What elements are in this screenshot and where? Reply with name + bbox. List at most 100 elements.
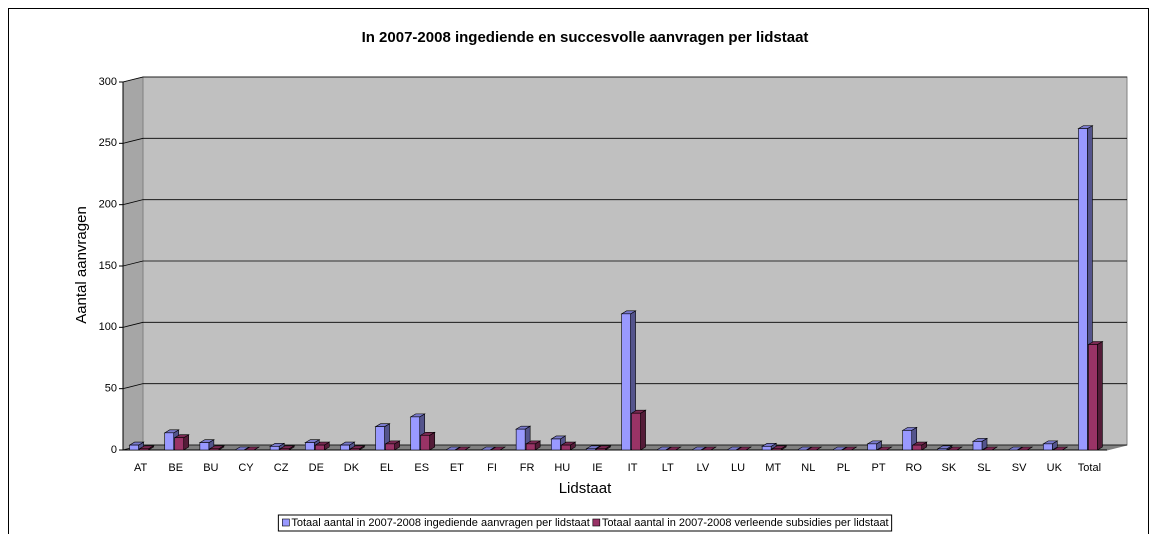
bar bbox=[139, 448, 149, 451]
bar-top bbox=[489, 446, 507, 451]
bar bbox=[550, 438, 561, 451]
bar bbox=[164, 432, 175, 451]
bar-top bbox=[876, 446, 893, 451]
x-axis-title: Lidstaat bbox=[559, 480, 612, 497]
y-tick-label: 0 bbox=[111, 444, 117, 456]
x-tick-label: MT bbox=[765, 462, 781, 474]
bar bbox=[340, 444, 350, 451]
x-tick-label: FI bbox=[487, 462, 497, 474]
x-tick-label: BU bbox=[203, 462, 218, 474]
x-tick-label: PT bbox=[872, 462, 886, 474]
x-tick-label: PL bbox=[837, 462, 850, 474]
bar-top bbox=[665, 446, 682, 451]
grid-line bbox=[122, 137, 1127, 144]
x-tick-label: LT bbox=[662, 462, 674, 474]
bar-top bbox=[454, 446, 471, 451]
x-tick-label: SK bbox=[942, 462, 957, 474]
legend-swatch bbox=[282, 518, 290, 527]
bar bbox=[867, 443, 877, 451]
legend-swatch bbox=[592, 518, 601, 527]
bar-top bbox=[725, 446, 743, 451]
x-tick-label: SV bbox=[1012, 462, 1027, 474]
bar bbox=[1042, 443, 1053, 451]
bar bbox=[410, 416, 421, 451]
x-tick-label: CZ bbox=[274, 462, 289, 474]
bar-top bbox=[831, 446, 848, 451]
x-tick-label: DK bbox=[344, 462, 360, 474]
bar-top bbox=[981, 446, 999, 451]
bar bbox=[515, 428, 526, 451]
bar bbox=[279, 448, 290, 451]
legend-label: Totaal aantal in 2007-2008 verleende sub… bbox=[602, 517, 889, 529]
legend: Totaal aantal in 2007-2008 ingediende aa… bbox=[277, 514, 893, 532]
bar bbox=[350, 448, 360, 451]
bar-top bbox=[1052, 446, 1069, 451]
bar bbox=[304, 442, 315, 451]
bar bbox=[174, 437, 185, 451]
chart-title: In 2007-2008 ingediende en succesvolle a… bbox=[362, 29, 809, 46]
y-tick-label: 50 bbox=[105, 383, 117, 395]
x-tick-label: NL bbox=[801, 462, 815, 474]
bar bbox=[314, 444, 325, 451]
bar bbox=[375, 426, 385, 451]
bar bbox=[199, 442, 210, 451]
x-tick-label: IE bbox=[592, 462, 602, 474]
bar bbox=[937, 448, 948, 451]
bar-top bbox=[700, 446, 717, 451]
legend-label: Totaal aantal in 2007-2008 ingediende aa… bbox=[291, 517, 589, 529]
bar bbox=[560, 444, 571, 451]
bar-top bbox=[690, 446, 707, 451]
x-tick-label: ET bbox=[450, 462, 464, 474]
bar bbox=[771, 448, 782, 451]
bar-side bbox=[1097, 340, 1103, 451]
bar bbox=[621, 313, 631, 451]
y-tick-label: 200 bbox=[99, 199, 117, 211]
grid-line bbox=[122, 199, 1127, 206]
bar-top bbox=[841, 446, 858, 451]
y-tick-label: 250 bbox=[99, 137, 117, 149]
bar-top bbox=[243, 446, 261, 451]
grid-line bbox=[122, 76, 1127, 83]
x-tick-label: RO bbox=[905, 462, 922, 474]
grid-line bbox=[122, 260, 1127, 267]
bar bbox=[902, 430, 913, 451]
grid-line bbox=[122, 383, 1127, 390]
bar-top bbox=[1007, 446, 1024, 451]
x-tick-label: SL bbox=[977, 462, 990, 474]
bar-top bbox=[479, 446, 497, 451]
bar bbox=[1088, 344, 1098, 451]
bar bbox=[385, 443, 395, 451]
bar bbox=[209, 448, 220, 451]
bar-top bbox=[806, 446, 823, 451]
x-tick-label: UK bbox=[1047, 462, 1063, 474]
x-tick-label: Total bbox=[1078, 462, 1101, 474]
x-tick-label: FR bbox=[520, 462, 535, 474]
y-tick-label: 150 bbox=[99, 260, 117, 272]
bar-top bbox=[946, 446, 963, 451]
bar bbox=[972, 441, 983, 451]
bar-top bbox=[1017, 446, 1034, 451]
bar bbox=[912, 444, 923, 451]
x-tick-label: LU bbox=[731, 462, 745, 474]
bar bbox=[420, 434, 431, 451]
bar-top bbox=[444, 446, 461, 451]
bar-side bbox=[640, 409, 646, 451]
bar-top bbox=[735, 446, 753, 451]
y-tick-label: 300 bbox=[99, 76, 117, 88]
x-tick-label: BE bbox=[168, 462, 183, 474]
x-tick-label: DE bbox=[309, 462, 324, 474]
y-tick-label: 100 bbox=[99, 321, 117, 333]
bar bbox=[596, 448, 606, 451]
bar bbox=[269, 446, 280, 451]
y-axis-title: Aantal aanvragen bbox=[73, 206, 90, 324]
x-tick-label: HU bbox=[554, 462, 570, 474]
bar bbox=[1078, 128, 1088, 451]
bar bbox=[525, 443, 536, 451]
x-tick-label: IT bbox=[628, 462, 638, 474]
grid-line bbox=[122, 321, 1127, 328]
bar bbox=[761, 446, 772, 451]
bar-top bbox=[233, 446, 251, 451]
bar bbox=[129, 444, 139, 451]
bar-top bbox=[796, 446, 813, 451]
